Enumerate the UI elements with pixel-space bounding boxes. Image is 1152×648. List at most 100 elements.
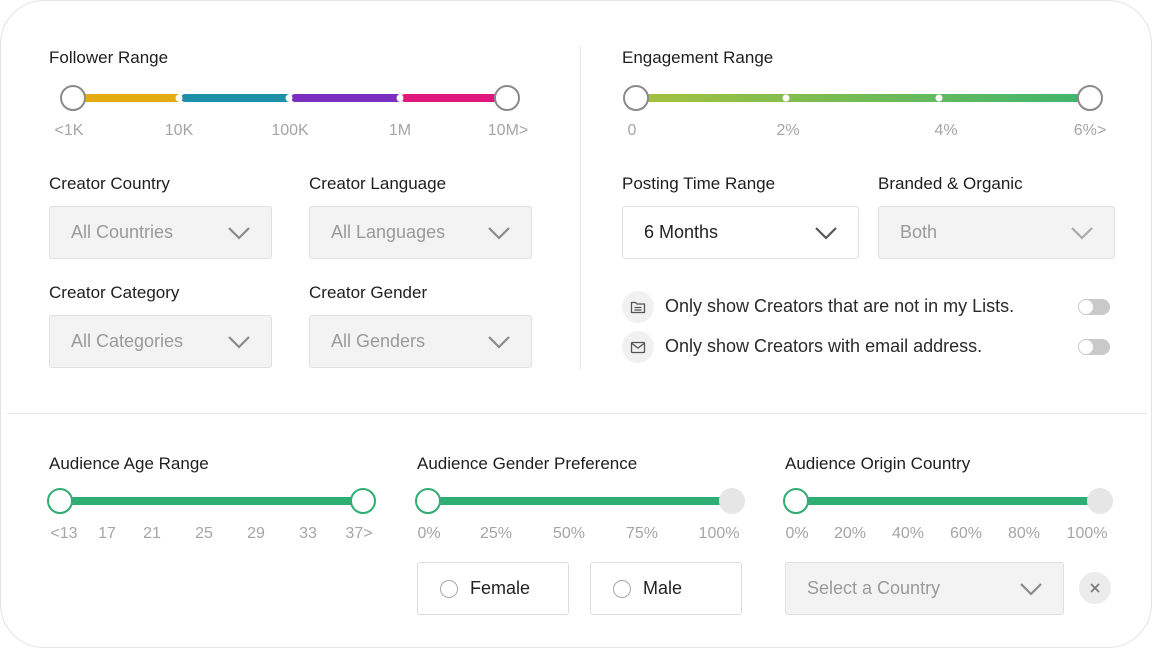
toggle-thumb [1079,300,1093,314]
branded-organic-value: Both [900,222,938,242]
follower-segment-4 [401,94,507,102]
origin-tick: 20% [833,525,867,542]
origin-country-placeholder: Select a Country [807,578,941,598]
engagement-tick: 6%> [1073,122,1107,139]
engagement-tick: 2% [776,122,800,139]
audience-origin-end-handle[interactable] [1087,488,1113,514]
chevron-down-icon [1071,226,1093,240]
posting-time-label: Posting Time Range [622,174,776,193]
chevron-down-icon [228,226,250,240]
chevron-down-icon [488,335,510,349]
audience-gender-slider[interactable] [415,488,745,514]
creator-language-select[interactable]: All Languages [309,206,532,259]
follower-step-dot [396,94,404,102]
gender-tick: 50% [552,525,586,542]
audience-origin-track [796,497,1100,505]
list-folder-icon [622,291,654,323]
audience-age-min-handle[interactable] [47,488,73,514]
age-tick: 25 [195,525,213,542]
audience-gender-label: Audience Gender Preference [417,454,638,473]
age-tick: 33 [299,525,317,542]
male-radio-button[interactable]: Male [590,562,742,615]
chevron-down-icon [488,226,510,240]
audience-age-label: Audience Age Range [49,454,209,473]
toggle-thumb [1079,340,1093,354]
posting-time-value: 6 Months [644,222,719,242]
age-tick: <13 [50,525,78,542]
audience-gender-handle[interactable] [415,488,441,514]
origin-tick: 60% [949,525,983,542]
chevron-down-icon [228,335,250,349]
engagement-max-handle[interactable] [1077,85,1103,111]
age-tick: 37> [345,525,373,542]
close-icon [1090,583,1100,593]
origin-tick: 100% [1066,525,1108,542]
audience-age-slider[interactable] [47,488,376,514]
audience-gender-track [428,497,732,505]
follower-tick: 100K [271,122,309,139]
not-in-lists-toggle[interactable] [1078,299,1110,315]
age-tick: 21 [143,525,161,542]
creator-language-label: Creator Language [309,174,447,193]
female-radio-button[interactable]: Female [417,562,569,615]
follower-segment-1 [73,94,181,102]
follower-segment-2 [181,94,291,102]
follower-min-handle[interactable] [60,85,86,111]
origin-tick: 0% [785,525,809,542]
engagement-min-handle[interactable] [623,85,649,111]
posting-time-select[interactable]: 6 Months [622,206,859,259]
engagement-track [636,94,1090,102]
engagement-range-slider[interactable] [623,85,1103,111]
with-email-text: Only show Creators with email address. [665,336,983,356]
creator-category-value: All Categories [71,331,184,351]
follower-tick: 1M [388,122,412,139]
audience-origin-slider[interactable] [783,488,1113,514]
age-tick: 17 [98,525,116,542]
engagement-step-dot [782,94,790,102]
follower-tick: 10M> [487,122,529,139]
male-label: Male [643,578,683,598]
chevron-down-icon [815,226,837,240]
clear-country-button[interactable] [1079,572,1111,604]
audience-gender-end-handle[interactable] [719,488,745,514]
gender-tick: 75% [625,525,659,542]
follower-step-dot [175,94,183,102]
chevron-down-icon [1020,582,1042,596]
branded-organic-select[interactable]: Both [878,206,1115,259]
not-in-lists-text: Only show Creators that are not in my Li… [665,296,1015,316]
engagement-range-label: Engagement Range [622,48,774,67]
branded-organic-label: Branded & Organic [878,174,1023,193]
creator-country-label: Creator Country [49,174,170,193]
creator-country-select[interactable]: All Countries [49,206,272,259]
with-email-toggle[interactable] [1078,339,1110,355]
creator-gender-select[interactable]: All Genders [309,315,532,368]
column-divider [580,46,581,369]
engagement-step-dot [935,94,943,102]
gender-tick: 0% [417,525,441,542]
follower-range-label: Follower Range [49,48,169,67]
follower-step-dot [285,94,293,102]
origin-tick: 40% [891,525,925,542]
origin-tick: 80% [1007,525,1041,542]
audience-age-max-handle[interactable] [350,488,376,514]
creator-gender-value: All Genders [331,331,426,351]
section-divider [7,413,1147,414]
creator-language-value: All Languages [331,222,446,242]
gender-tick: 25% [479,525,513,542]
creator-country-value: All Countries [71,222,174,242]
audience-origin-handle[interactable] [783,488,809,514]
audience-origin-label: Audience Origin Country [785,454,971,473]
follower-max-handle[interactable] [494,85,520,111]
follower-range-slider[interactable] [60,85,520,111]
engagement-tick: 0 [627,122,637,139]
mail-icon [622,331,654,363]
origin-country-select[interactable]: Select a Country [785,562,1064,615]
engagement-tick: 4% [934,122,958,139]
follower-segment-3 [291,94,401,102]
female-label: Female [470,578,531,598]
gender-tick: 100% [698,525,740,542]
radio-circle-icon [613,579,631,598]
creator-category-select[interactable]: All Categories [49,315,272,368]
audience-age-track [60,497,363,505]
